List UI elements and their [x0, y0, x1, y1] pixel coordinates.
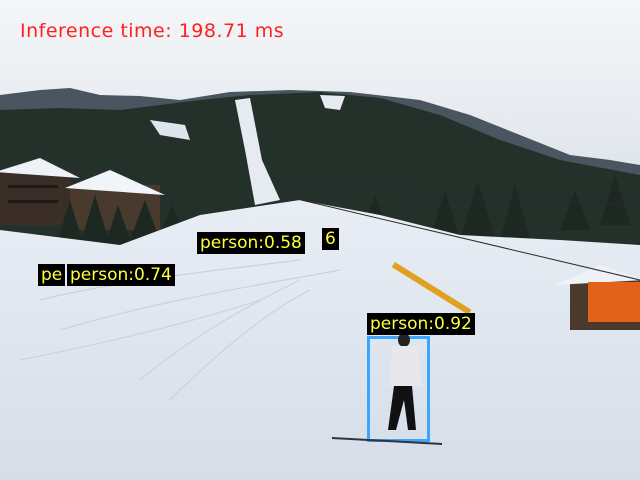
inference-time-readout: Inference time: 198.71 ms [20, 20, 285, 42]
lift-hut [555, 265, 640, 330]
snow-fence [391, 262, 472, 315]
chairlift-cable [279, 184, 640, 281]
skier-figure [332, 333, 443, 445]
ski-run [150, 120, 190, 140]
detection-label-left-partial: pe [38, 264, 66, 286]
snow-slope [0, 200, 640, 480]
detection-label-center-hidden: 6 [322, 228, 339, 250]
detection-label-left: person:0.74 [67, 264, 175, 286]
detection-label-center: person:0.58 [197, 232, 305, 254]
ski-run [320, 95, 345, 110]
ski-run [235, 98, 280, 205]
detection-label-skier: person:0.92 [367, 313, 475, 335]
